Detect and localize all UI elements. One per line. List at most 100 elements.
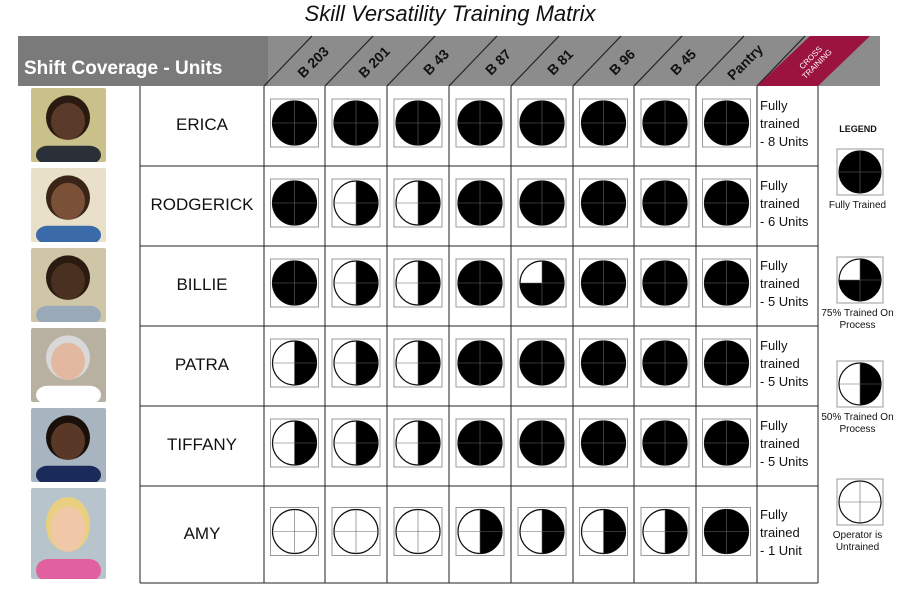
indicator-box — [579, 258, 628, 308]
indicator-box — [640, 507, 690, 556]
training-indicator — [579, 507, 628, 556]
status-line: - 6 Units — [760, 214, 809, 229]
indicator-box — [270, 178, 319, 228]
status-line: Fully — [760, 258, 788, 273]
indicator-box — [640, 338, 690, 388]
training-indicator — [517, 178, 567, 228]
training-indicator — [270, 178, 319, 228]
indicator-box — [393, 258, 443, 308]
training-indicator — [517, 338, 567, 388]
training-status: Fully trained - 5 Units — [760, 257, 818, 311]
indicator-box — [270, 258, 319, 308]
indicator-box — [455, 258, 505, 308]
status-line: Fully — [760, 98, 788, 113]
training-indicator — [517, 98, 567, 148]
training-indicator — [393, 178, 443, 228]
training-indicator — [331, 258, 381, 308]
indicator-box — [393, 418, 443, 468]
training-indicator — [455, 258, 505, 308]
training-status: Fully trained - 5 Units — [760, 337, 818, 391]
avatar-icon — [31, 408, 106, 482]
training-indicator — [517, 418, 567, 468]
indicator-box — [517, 178, 567, 228]
status-line: - 5 Units — [760, 294, 809, 309]
indicator-box — [331, 507, 381, 556]
training-indicator — [836, 360, 884, 408]
training-indicator — [331, 98, 381, 148]
status-line: Fully — [760, 338, 788, 353]
status-line: - 8 Units — [760, 134, 809, 149]
indicator-box — [455, 418, 505, 468]
indicator-box — [331, 178, 381, 228]
indicator-box — [702, 258, 751, 308]
status-line: - 5 Units — [760, 454, 809, 469]
indicator-box — [517, 507, 567, 556]
training-indicator — [331, 507, 381, 556]
training-indicator — [702, 178, 751, 228]
person-photo — [31, 328, 106, 402]
indicator-box — [702, 338, 751, 388]
training-indicator — [393, 98, 443, 148]
indicator-box — [455, 98, 505, 148]
training-indicator — [455, 418, 505, 468]
person-name: RODGERICK — [150, 195, 254, 214]
indicator-box — [393, 98, 443, 148]
indicator-box — [640, 178, 690, 228]
indicator-box — [393, 507, 443, 556]
status-line: - 1 Unit — [760, 542, 802, 558]
indicator-box — [836, 256, 884, 304]
training-indicator — [393, 507, 443, 556]
training-indicator — [270, 507, 319, 556]
indicator-box — [455, 338, 505, 388]
training-indicator — [455, 98, 505, 148]
training-indicator — [517, 258, 567, 308]
header-label: Shift Coverage - Units — [24, 58, 223, 79]
status-line: trained — [760, 196, 800, 211]
training-indicator — [270, 338, 319, 388]
avatar-icon — [31, 168, 106, 242]
training-indicator — [579, 98, 628, 148]
training-indicator — [579, 258, 628, 308]
indicator-box — [331, 338, 381, 388]
person-photo — [31, 488, 106, 579]
person-name: TIFFANY — [167, 435, 237, 454]
status-line: trained — [760, 436, 800, 451]
indicator-box — [393, 178, 443, 228]
training-indicator — [836, 256, 884, 304]
status-line: Fully — [760, 506, 788, 522]
indicator-box — [640, 418, 690, 468]
indicator-box — [702, 507, 751, 556]
legend-label: Fully Trained — [828, 200, 887, 211]
indicator-box — [270, 507, 319, 556]
indicator-box — [331, 98, 381, 148]
indicator-box — [517, 338, 567, 388]
training-indicator — [836, 148, 884, 196]
training-indicator — [702, 418, 751, 468]
training-indicator — [455, 178, 505, 228]
training-indicator — [270, 258, 319, 308]
person-photo — [31, 408, 106, 482]
indicator-box — [331, 258, 381, 308]
person-name: BILLIE — [176, 275, 228, 294]
indicator-box — [331, 418, 381, 468]
training-indicator — [393, 418, 443, 468]
training-indicator — [640, 338, 690, 388]
training-indicator — [702, 507, 751, 556]
person-name: ERICA — [176, 115, 228, 134]
training-indicator — [702, 258, 751, 308]
legend-label: 50% Trained On Process — [821, 412, 894, 435]
status-line: Fully — [760, 178, 788, 193]
status-line: trained — [760, 276, 800, 291]
person-name: AMY — [183, 523, 221, 543]
training-indicator — [331, 418, 381, 468]
training-indicator — [579, 418, 628, 468]
status-line: Fully — [760, 418, 788, 433]
training-indicator — [702, 98, 751, 148]
indicator-box — [579, 507, 628, 556]
training-indicator — [640, 418, 690, 468]
training-indicator — [455, 507, 505, 556]
training-status: Fully trained - 1 Unit — [760, 506, 818, 560]
training-indicator — [640, 98, 690, 148]
legend-label: Operator is Untrained — [832, 530, 883, 553]
